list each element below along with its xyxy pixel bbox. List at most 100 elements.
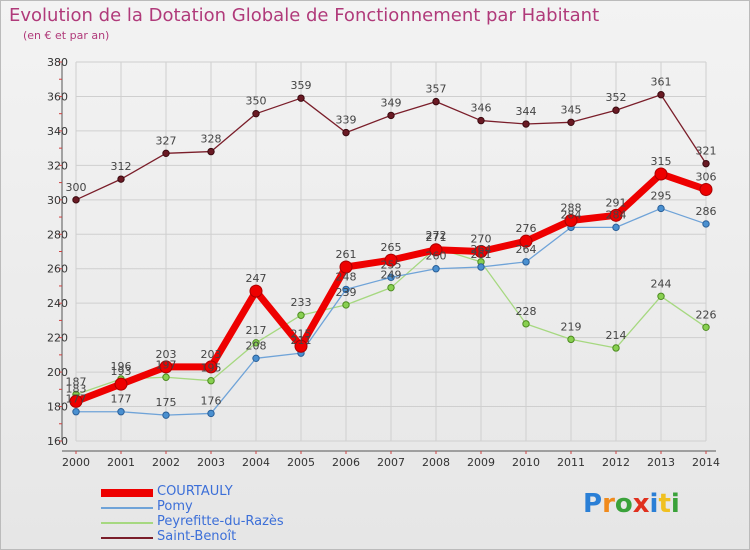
data-label: 315 [651,155,672,168]
data-point [699,182,713,196]
data-point [72,408,80,416]
data-label: 352 [606,91,627,104]
data-label: 228 [516,305,537,318]
data-label: 193 [111,365,132,378]
data-label: 233 [291,296,312,309]
chart-subtitle: (en € et par an) [23,29,110,42]
data-point [297,311,305,319]
logo-letter: P [583,489,603,519]
data-label: 270 [471,233,492,246]
legend-label: Peyrefitte-du-Razès [157,514,284,529]
data-label: 261 [471,248,492,261]
data-point [207,147,215,156]
data-point [342,301,350,309]
x-tick-label: 2014 [692,456,720,469]
data-point [522,258,530,266]
logo-letter: i [670,489,680,519]
x-tick-label: 2004 [242,456,270,469]
data-point [162,373,170,381]
data-label: 284 [561,208,582,221]
data-label: 306 [696,170,717,183]
data-label: 177 [66,393,87,406]
data-label: 339 [336,114,357,127]
data-point [339,260,353,274]
data-label: 177 [111,393,132,406]
data-point [522,320,530,328]
x-tick-label: 2009 [467,456,495,469]
data-label: 211 [291,334,312,347]
data-label: 214 [606,329,627,342]
data-label: 195 [201,362,222,375]
data-label: 361 [651,76,672,89]
data-label: 284 [606,208,627,221]
data-label: 321 [696,145,717,158]
x-tick-label: 2012 [602,456,630,469]
data-point [342,128,350,137]
data-point [702,323,710,331]
data-label: 255 [381,258,402,271]
data-point [432,265,440,273]
data-point [654,167,668,181]
data-label: 197 [156,358,177,371]
data-label: 272 [426,229,447,242]
data-label: 295 [651,189,672,202]
data-point [294,339,308,353]
legend-label: COURTAULY [157,484,233,499]
data-label: 359 [291,79,312,92]
data-point [609,208,623,222]
x-tick-label: 2013 [647,456,675,469]
y-tick-label: 180 [47,401,68,414]
y-tick-label: 280 [47,228,68,241]
y-tick-label: 240 [47,297,68,310]
legend-swatch [101,537,153,539]
y-tick-label: 160 [47,435,68,448]
data-point [567,118,575,126]
data-label: 187 [66,375,87,388]
data-label: 327 [156,134,177,147]
data-label: 196 [111,360,132,373]
line-chart: 160 180 200 220 240 260 280 300 320 340 360 380 2000… [47,56,720,469]
grid [75,61,707,442]
data-label: 215 [291,327,312,340]
data-point [702,159,710,168]
data-label: 217 [246,324,267,337]
data-label: 260 [426,250,447,263]
data-point [117,175,125,183]
x-tick-label: 2006 [332,456,360,469]
x-tick-label: 2000 [62,456,90,469]
proxiti-logo: Proxiti [583,489,680,519]
data-label: 203 [156,348,177,361]
data-label: 271 [426,231,447,244]
y-tick-label: 300 [47,194,68,207]
logo-letter: r [602,489,615,519]
data-point [702,220,710,228]
data-label: 219 [561,320,582,333]
data-point [432,97,440,106]
data-label: 346 [471,102,492,115]
data-point [384,253,398,267]
data-point [567,335,575,344]
data-point [252,339,260,347]
logo-letter: o [614,489,633,519]
y-tick-label: 360 [47,90,68,103]
data-point [612,344,620,352]
data-point [522,120,530,128]
data-label: 175 [156,396,177,409]
y-tick-label: 220 [47,332,68,345]
data-point [207,409,215,418]
data-point [162,149,170,158]
data-labels: 300 312 327 328 350 359 339 349 357 346 344 345 352 3… [66,76,717,409]
y-tick-label: 380 [47,56,68,69]
data-label: 226 [696,308,717,321]
logo-letter: t [658,489,671,519]
logo-letter: x [632,489,650,519]
data-label: 312 [111,160,132,173]
data-label: 265 [381,241,402,254]
data-label: 261 [336,248,357,261]
data-label: 239 [336,286,357,299]
data-point [519,234,533,248]
data-label: 248 [336,270,357,283]
data-point [162,411,170,419]
data-label: 264 [516,243,537,256]
